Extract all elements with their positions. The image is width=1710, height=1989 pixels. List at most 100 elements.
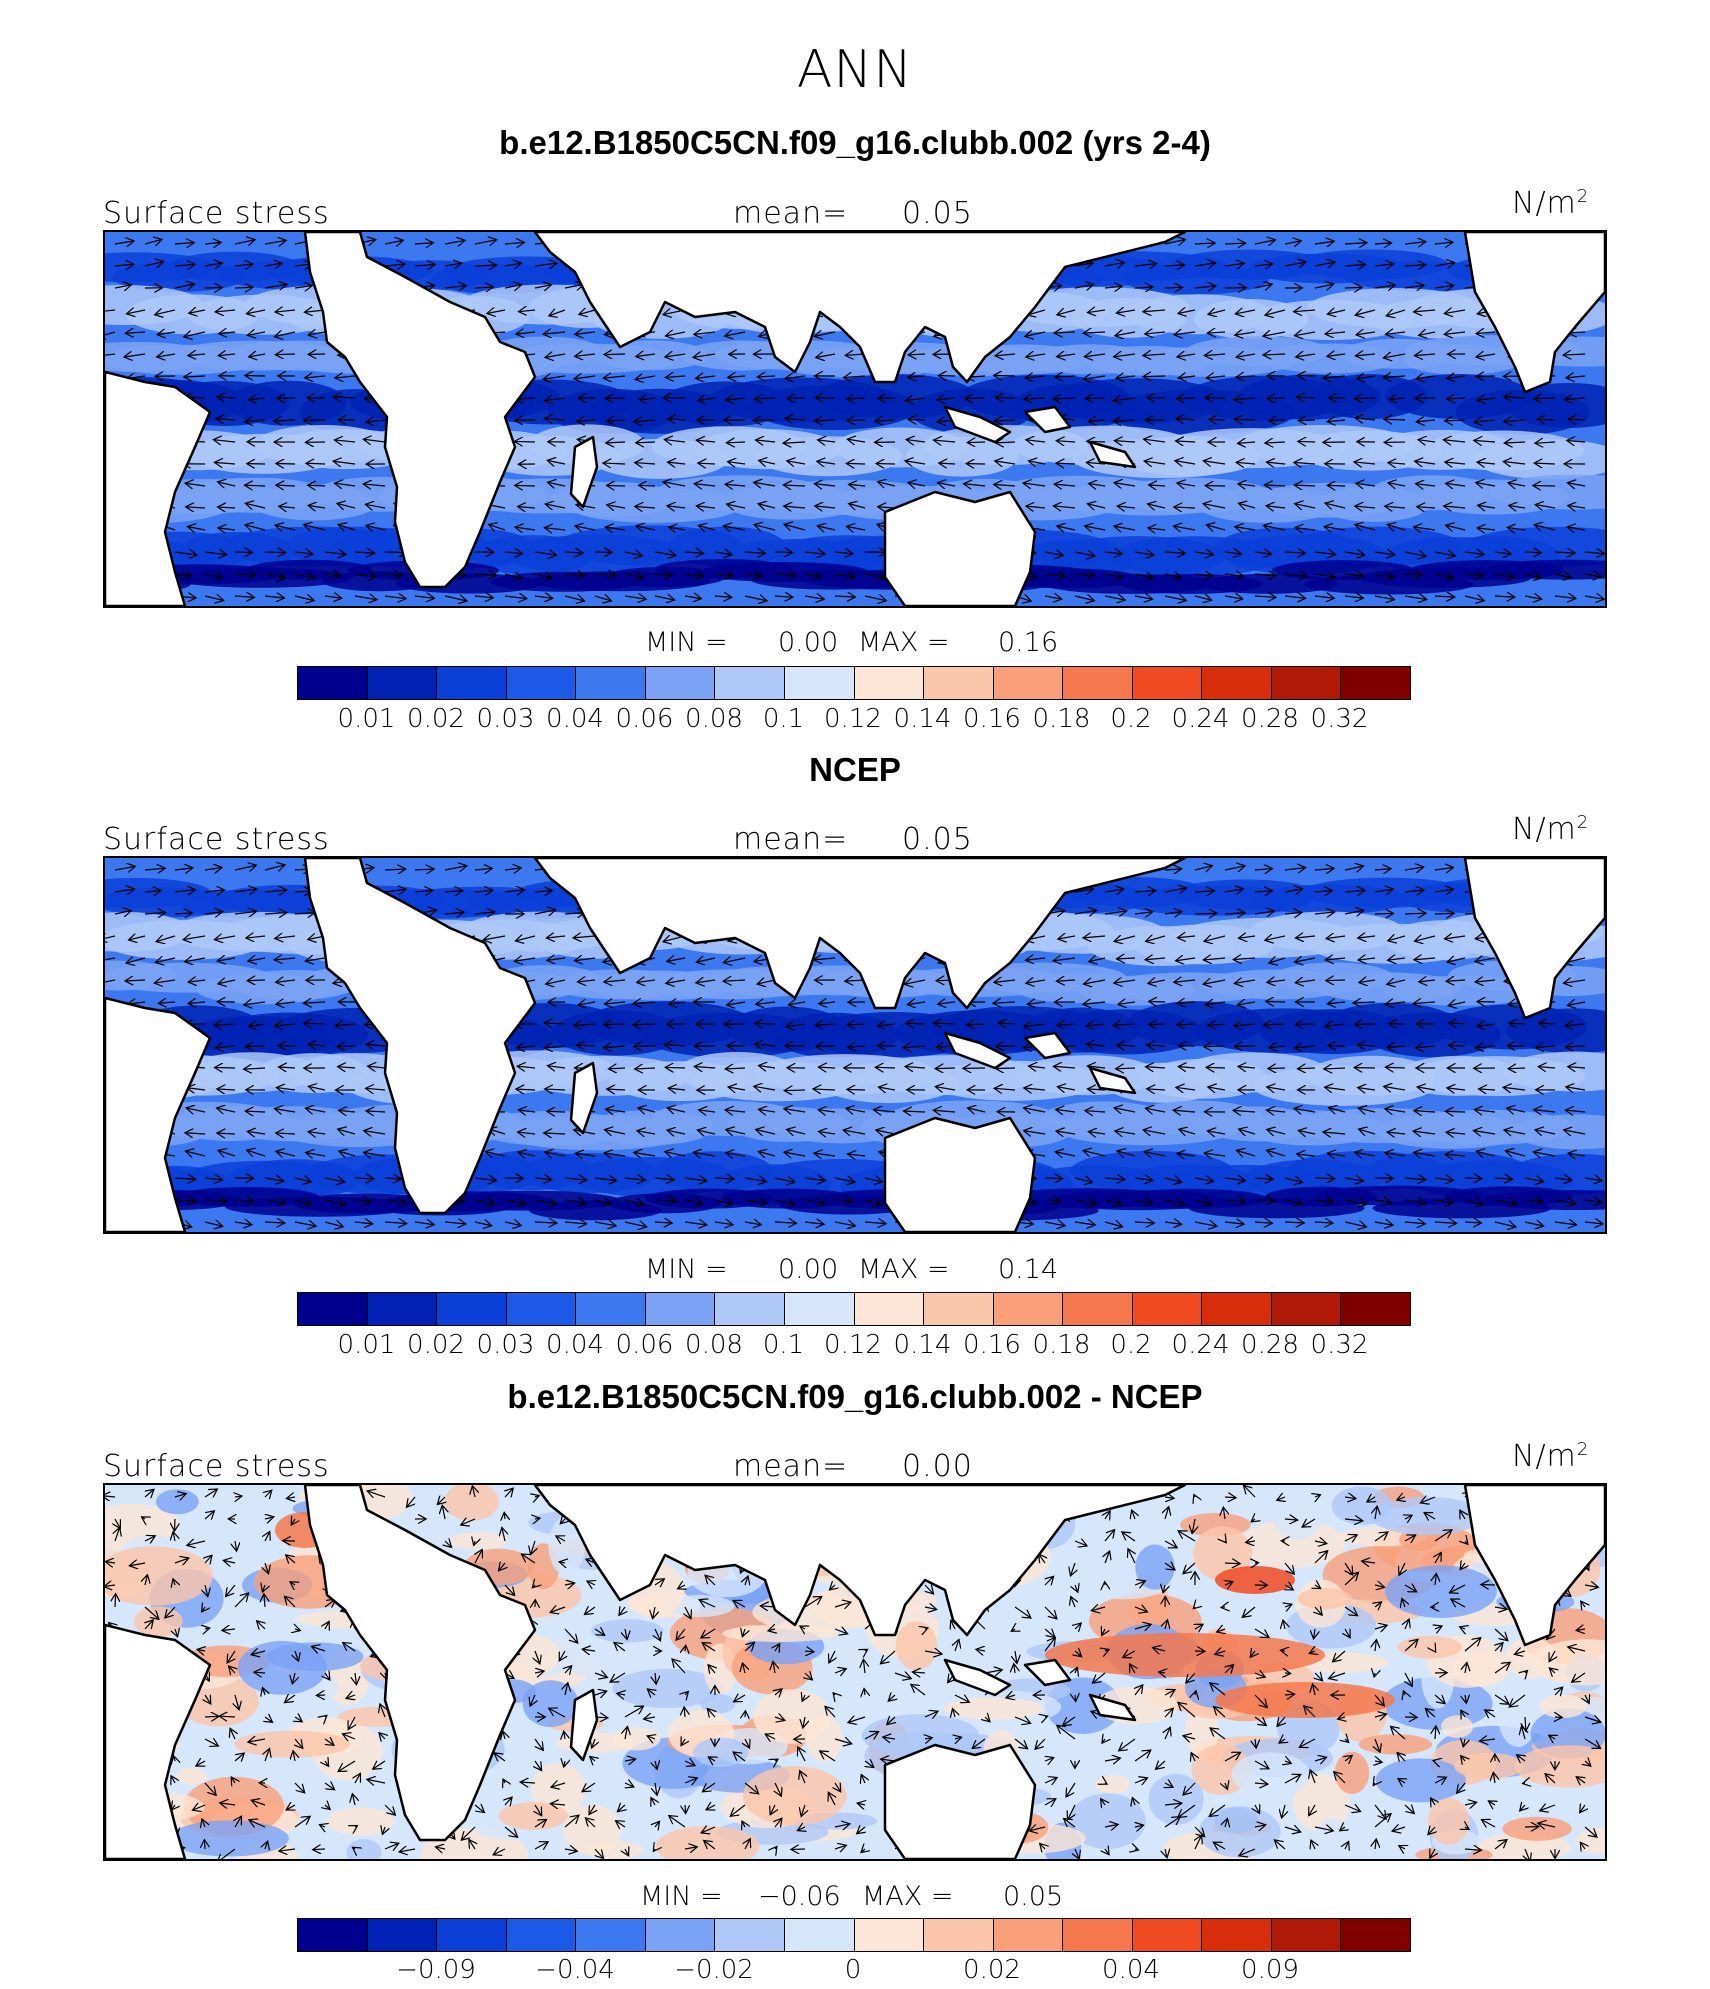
panel-1-colorbar-ticks: 0.01 0.02 0.03 0.04 0.06 0.08 0.1 0.12 0.14 0.16 0… — [297, 704, 1409, 734]
colorbar-swatch — [924, 1919, 994, 1951]
colorbar-tick-label: 0.2 — [1110, 1330, 1152, 1360]
panel-3-max-value: 0.05 — [1003, 1881, 1064, 1912]
colorbar-swatch — [784, 667, 855, 699]
panel-2-min-label: MIN = — [645, 1254, 728, 1285]
colorbar-tick-label: 0.2 — [1110, 704, 1152, 734]
panel-1-title: b.e12.B1850C5CN.f09_g16.clubb.002 (yrs 2… — [499, 124, 1211, 161]
coastlines — [105, 858, 1605, 1232]
colorbar-tick-label: −0.09 — [396, 1955, 476, 1985]
colorbar-swatch — [576, 1293, 646, 1325]
colorbar-swatch — [1341, 1919, 1410, 1951]
colorbar-tick-label: 0.03 — [476, 1330, 535, 1360]
colorbar-swatch — [437, 667, 507, 699]
panel-3-max-label: MAX = — [862, 1881, 954, 1912]
colorbar-swatch — [924, 1293, 994, 1325]
colorbar-swatch — [437, 1293, 507, 1325]
map-canvas — [105, 858, 1605, 1232]
colorbar-tick-label: 0.12 — [824, 704, 882, 734]
colorbar-tick-label: 0.01 — [337, 704, 396, 734]
panel-3-variable-label: Surface stress — [103, 1449, 330, 1484]
panel-2-title: NCEP — [809, 751, 901, 788]
coastlines — [105, 1485, 1605, 1859]
colorbar-tick-label: 0.18 — [1032, 704, 1091, 734]
colorbar-tick-label: 0.02 — [963, 1955, 1021, 1985]
panel-3-units: N/m2 — [1512, 1439, 1590, 1474]
panel-2-map — [103, 856, 1607, 1234]
panel-2-colorbar-ticks: 0.01 0.02 0.03 0.04 0.06 0.08 0.1 0.12 0.14 0.16 0… — [297, 1330, 1409, 1360]
panel-2-variable-label: Surface stress — [103, 822, 330, 857]
colorbar-swatch — [715, 1919, 785, 1951]
colorbar-swatch — [506, 667, 577, 699]
colorbar-swatch — [993, 667, 1064, 699]
colorbar-tick-label: 0.04 — [1102, 1955, 1160, 1985]
colorbar-tick-label: −0.04 — [535, 1955, 615, 1985]
colorbar-tick-label: 0.04 — [546, 704, 604, 734]
colorbar-tick-label: 0.02 — [407, 704, 465, 734]
panel-3-colorbar-ticks: −0.09 −0.04 −0.02 0 0.02 0.04 0.09 — [297, 1955, 1409, 1985]
panel-1-mean-label: mean= — [733, 196, 849, 231]
map-canvas — [105, 232, 1605, 606]
panel-2-mean-value: 0.05 — [902, 822, 973, 857]
colorbar-swatch — [1202, 1293, 1272, 1325]
panel-3-title: b.e12.B1850C5CN.f09_g16.clubb.002 - NCEP — [507, 1378, 1203, 1415]
panel-2-mean-label: mean= — [733, 822, 849, 857]
colorbar-tick-label: 0.32 — [1310, 704, 1369, 734]
colorbar-swatch — [854, 667, 925, 699]
map-canvas — [105, 1485, 1605, 1859]
colorbar-swatch — [854, 1293, 925, 1325]
panel-1-max-value: 0.16 — [998, 627, 1059, 658]
colorbar-tick-label: 0.09 — [1241, 1955, 1299, 1985]
colorbar-tick-label: −0.02 — [674, 1955, 754, 1985]
colorbar-tick-label: 0 — [844, 1955, 862, 1985]
colorbar-tick-label: 0.04 — [546, 1330, 604, 1360]
colorbar-tick-label: 0.18 — [1032, 1330, 1091, 1360]
colorbar-swatch — [1341, 667, 1410, 699]
panel-1-units: N/m2 — [1512, 186, 1590, 221]
colorbar-tick-label: 0.12 — [824, 1330, 882, 1360]
colorbar-tick-label: 0.01 — [337, 1330, 396, 1360]
figure-title: ANN — [796, 40, 914, 100]
panel-1-min-label: MIN = — [645, 627, 728, 658]
colorbar-swatch — [576, 667, 646, 699]
colorbar-tick-label: 0.03 — [476, 704, 535, 734]
panel-3-min-label: MIN = — [640, 1881, 723, 1912]
colorbar-tick-label: 0.02 — [407, 1330, 465, 1360]
colorbar-swatch — [1271, 1293, 1342, 1325]
colorbar-swatch — [506, 1919, 577, 1951]
colorbar-tick-label: 0.32 — [1310, 1330, 1369, 1360]
panel-1-min-value: 0.00 — [778, 627, 839, 658]
colorbar-swatch — [645, 667, 716, 699]
panel-2-min-value: 0.00 — [778, 1254, 839, 1285]
colorbar-swatch — [1063, 667, 1133, 699]
colorbar-swatch — [367, 1919, 438, 1951]
colorbar-tick-label: 0.08 — [685, 704, 743, 734]
colorbar-swatch — [1063, 1293, 1133, 1325]
colorbar-swatch — [367, 667, 438, 699]
colorbar-swatch — [1132, 1919, 1203, 1951]
panel-1-map — [103, 230, 1607, 608]
colorbar-swatch — [645, 1293, 716, 1325]
colorbar-swatch — [784, 1293, 855, 1325]
colorbar-tick-label: 0.28 — [1241, 704, 1299, 734]
colorbar-swatch — [1271, 1919, 1342, 1951]
colorbar-swatch — [1063, 1919, 1133, 1951]
panel-3-min-value: −0.06 — [758, 1881, 841, 1912]
colorbar-swatch — [506, 1293, 577, 1325]
colorbar-tick-label: 0.24 — [1171, 1330, 1230, 1360]
colorbar-tick-label: 0.08 — [685, 1330, 743, 1360]
colorbar-tick-label: 0.16 — [963, 1330, 1021, 1360]
colorbar-swatch — [298, 1919, 368, 1951]
colorbar-swatch — [993, 1919, 1064, 1951]
panel-3-map — [103, 1483, 1607, 1861]
panel-3-colorbar — [297, 1918, 1411, 1952]
colorbar-swatch — [715, 1293, 785, 1325]
coastlines — [105, 232, 1605, 606]
colorbar-tick-label: 0.14 — [893, 1330, 952, 1360]
colorbar-swatch — [367, 1293, 438, 1325]
colorbar-tick-label: 0.06 — [615, 1330, 674, 1360]
colorbar-swatch — [715, 667, 785, 699]
panel-1-colorbar — [297, 666, 1411, 700]
panel-3-mean-label: mean= — [733, 1449, 849, 1484]
colorbar-swatch — [1341, 1293, 1410, 1325]
colorbar-swatch — [1132, 1293, 1203, 1325]
